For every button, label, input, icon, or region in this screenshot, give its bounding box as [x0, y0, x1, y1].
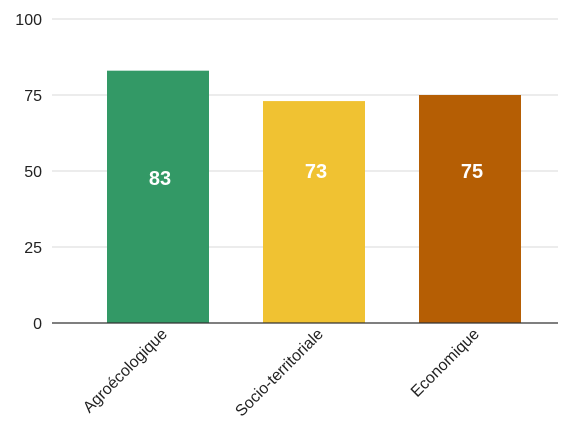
bars: [107, 70, 521, 324]
y-tick-label: 50: [24, 164, 42, 181]
data-label: 83: [149, 168, 171, 190]
bar: [263, 101, 365, 323]
bar: [419, 95, 521, 323]
data-label: 73: [305, 161, 327, 183]
data-labels: 83 73 75: [149, 161, 483, 190]
x-category-label: Economique: [408, 326, 483, 401]
y-tick-label: 75: [24, 88, 42, 105]
y-tick-label: 0: [33, 316, 42, 333]
bar: [107, 70, 209, 324]
y-tick-label: 25: [24, 240, 42, 257]
x-axis-category-labels: Agroécologique Socio-territoriale Economiq…: [80, 326, 483, 420]
x-category-label: Socio-territoriale: [232, 326, 326, 420]
x-category-label: Agroécologique: [80, 326, 171, 417]
y-axis-tick-labels: 0 25 50 75 100: [15, 12, 42, 333]
data-label: 75: [461, 161, 483, 183]
y-tick-label: 100: [15, 12, 42, 29]
